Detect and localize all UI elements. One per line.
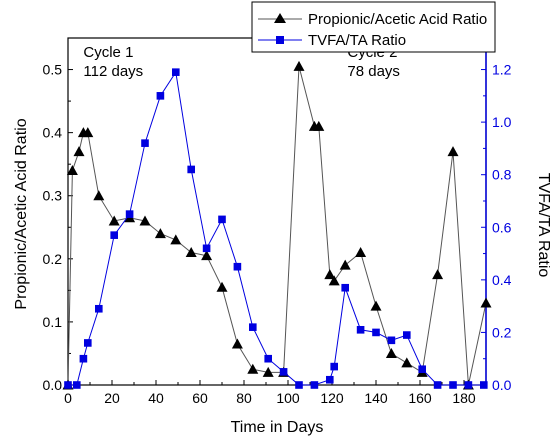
triangle-data-point [231, 338, 243, 349]
left-y-tick-label: 0.5 [43, 62, 63, 78]
square-data-point [480, 381, 488, 389]
triangle-data-point [262, 366, 274, 377]
right-y-tick-label: 1.0 [492, 114, 512, 130]
triangle-data-point [432, 269, 444, 280]
square-data-point [172, 68, 180, 76]
triangle-data-point [313, 120, 325, 131]
triangle-data-point [82, 127, 94, 138]
square-data-point [110, 231, 118, 239]
left-y-tick-label: 0.1 [43, 314, 63, 330]
square-data-point [341, 283, 349, 292]
square-data-point [125, 210, 134, 218]
legend-square-marker [276, 36, 284, 44]
triangle-data-point [401, 357, 413, 368]
tvfa-ta-series-line [68, 70, 484, 386]
square-data-point [202, 244, 211, 253]
triangle-data-point [139, 215, 151, 226]
legend-series2-label: TVFA/TA Ratio [308, 32, 406, 49]
x-tick-label: 80 [236, 390, 252, 406]
right-y-tick-label: 0.4 [492, 272, 512, 288]
legend-triangle-marker [274, 13, 286, 23]
triangle-data-point [447, 146, 459, 157]
cycle-annotation-text: Cycle 1 [83, 44, 133, 61]
right-y-tick-label: 0.6 [492, 219, 512, 235]
square-data-point [187, 165, 195, 174]
left-y-tick-label: 0.2 [43, 251, 63, 267]
square-data-point [249, 323, 257, 331]
square-data-point [356, 325, 365, 334]
right-y-axis-label: TVFA/TA Ratio [535, 173, 550, 278]
left-y-tick-label: 0.4 [43, 125, 63, 141]
square-data-point [464, 381, 473, 389]
square-data-point [310, 381, 319, 389]
right-y-axis-ticks: 0.0 0.2 0.4 0.6 0.8 1.0 1.2 [481, 38, 512, 393]
square-data-point [264, 354, 272, 363]
legend-series1-label: Propionic/Acetic Acid Ratio [308, 11, 487, 28]
x-tick-label: 120 [320, 390, 344, 406]
square-data-point [64, 381, 72, 389]
square-data-point [433, 381, 442, 389]
propionic-acetic-series-line [67, 66, 487, 386]
cycle-annotation-text: 112 days [83, 63, 143, 80]
square-data-point [387, 336, 396, 345]
right-y-tick-label: 1.2 [492, 62, 512, 78]
right-y-tick-label: 0.8 [492, 167, 512, 183]
x-tick-label: 100 [276, 390, 300, 406]
triangle-data-point [93, 190, 105, 201]
x-tick-label: 20 [104, 390, 120, 406]
triangle-data-point [480, 297, 492, 308]
triangle-data-point [324, 269, 336, 280]
triangle-data-point [201, 250, 213, 261]
triangle-data-point [339, 259, 351, 270]
square-data-point [372, 328, 380, 337]
right-y-tick-label: 0.0 [492, 377, 512, 393]
square-data-point [84, 339, 92, 347]
square-data-point [449, 381, 457, 389]
square-data-point [295, 381, 303, 389]
x-tick-label: 180 [452, 390, 476, 406]
square-data-point [330, 362, 338, 371]
square-data-point [156, 92, 165, 100]
triangle-data-point [293, 60, 305, 71]
triangle-data-point [108, 215, 120, 226]
square-data-point [279, 368, 288, 376]
x-tick-label: 0 [64, 390, 72, 406]
square-data-point [403, 331, 411, 339]
triangle-data-point [328, 275, 340, 286]
x-axis-ticks: 0 20 40 60 80 100 120 140 160 180 [64, 380, 476, 406]
legend-box [251, 1, 496, 53]
triangle-data-point [66, 164, 78, 175]
square-data-point [141, 139, 149, 147]
x-tick-label: 160 [408, 390, 432, 406]
x-tick-label: 60 [192, 390, 208, 406]
series-layer [62, 60, 492, 390]
square-data-point [218, 215, 226, 224]
triangle-data-point [170, 234, 182, 245]
triangle-data-point [185, 247, 197, 258]
triangle-data-point [355, 247, 367, 258]
square-data-point [79, 354, 88, 363]
x-tick-label: 40 [148, 390, 164, 406]
triangle-data-point [216, 281, 228, 292]
square-data-point [73, 381, 81, 389]
left-y-axis-ticks: 0.0 0.1 0.2 0.3 0.4 0.5 [43, 37, 73, 393]
triangle-data-point [370, 300, 382, 311]
cycle-annotation-text: 78 days [347, 63, 400, 80]
x-tick-label: 140 [364, 390, 388, 406]
right-y-tick-label: 0.2 [492, 324, 512, 340]
square-data-point [233, 262, 242, 271]
triangle-data-point [247, 363, 259, 374]
triangle-data-point [154, 228, 166, 239]
square-data-point [95, 304, 103, 313]
x-axis-label: Time in Days [231, 419, 324, 436]
left-y-axis-label: Propionic/Acetic Acid Ratio [13, 118, 30, 309]
triangle-data-point [73, 146, 85, 157]
square-data-point [418, 365, 426, 374]
left-y-tick-label: 0.3 [43, 188, 63, 204]
left-y-tick-label: 0.0 [43, 377, 63, 393]
square-data-point [326, 375, 334, 384]
legend: Propionic/Acetic Acid Ratio TVFA/TA Rati… [251, 1, 496, 53]
triangle-data-point [385, 347, 397, 358]
